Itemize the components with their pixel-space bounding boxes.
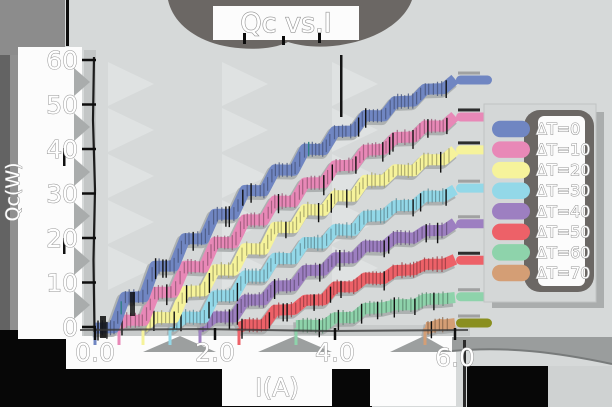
hatch-marks xyxy=(126,118,444,329)
x-tick-4: 4.0 xyxy=(315,338,355,367)
end-cap-pill xyxy=(456,255,492,265)
xlabel-plate xyxy=(222,366,332,406)
series-ΔT=60 xyxy=(293,288,492,345)
end-cap-bar xyxy=(458,108,480,112)
series-ΔT=20 xyxy=(136,141,492,345)
y-tick-0: 0 xyxy=(62,313,78,342)
x-tick-6: 6.0 xyxy=(435,343,475,372)
y-tick-60: 60 xyxy=(46,46,78,75)
start-tick xyxy=(168,328,172,345)
hatch-marks xyxy=(427,317,448,335)
end-cap-bar xyxy=(458,71,480,75)
end-cap-pill xyxy=(456,318,492,328)
end-cap-pill xyxy=(456,219,492,229)
yplate-chevrons xyxy=(74,68,90,319)
legend-label-dt60: ΔT=60 xyxy=(536,243,590,262)
hatch-marks-dark xyxy=(180,189,447,332)
legend-label-dt70: ΔT=70 xyxy=(536,264,590,283)
start-tick xyxy=(237,328,241,345)
x-tick-0: 0.0 xyxy=(75,338,115,367)
end-cap-pill xyxy=(456,292,492,302)
legend-label-dt30: ΔT=30 xyxy=(536,181,590,200)
end-cap-pill xyxy=(456,112,492,122)
hatch-marks-dark xyxy=(318,292,435,338)
legend: ΔT=0 ΔT=10 ΔT=20 ΔT=30 ΔT=40 ΔT=50 ΔT=60… xyxy=(483,103,604,308)
y-axis-label: Qc(W) xyxy=(2,162,24,221)
series-ΔT=50 xyxy=(233,251,492,345)
hatch-marks-accent xyxy=(120,141,310,315)
legend-label-dt0: ΔT=0 xyxy=(536,120,580,139)
legend-swatch xyxy=(492,264,530,282)
end-cap-bar xyxy=(458,215,480,219)
y-axis-spine xyxy=(91,56,97,333)
series-ΔT=30 xyxy=(165,179,492,345)
legend-label-dt10: ΔT=10 xyxy=(536,140,590,159)
y-tick-40: 40 xyxy=(46,135,78,164)
start-tick xyxy=(294,328,298,345)
chart-title: Qc vs.I xyxy=(240,8,331,39)
end-cap-pill xyxy=(456,75,492,85)
end-cap-bar xyxy=(458,288,480,292)
legend-swatches xyxy=(492,120,530,282)
legend-swatch xyxy=(492,141,530,158)
legend-swatch xyxy=(492,120,530,138)
xtick-plate-right xyxy=(370,348,456,406)
legend-swatch xyxy=(492,182,530,199)
artifact-smudge xyxy=(130,292,135,316)
series-ΔT=10 xyxy=(112,108,492,345)
y-axis-ticks xyxy=(82,58,96,329)
legend-swatch xyxy=(492,203,530,220)
legend-label-dt50: ΔT=50 xyxy=(536,222,590,241)
hatch-marks xyxy=(244,256,446,333)
legend-swatch xyxy=(492,244,530,261)
end-cap-bar xyxy=(458,141,480,145)
hatch-marks-dark xyxy=(228,222,439,330)
legend-swatch xyxy=(492,161,530,179)
axes xyxy=(79,56,469,340)
end-cap-bar xyxy=(458,251,480,255)
end-cap-bar xyxy=(458,314,480,318)
label-plates xyxy=(18,47,456,406)
title-plate xyxy=(213,6,359,40)
y-tick-10: 10 xyxy=(46,269,78,298)
legend-labels: ΔT=0 ΔT=10 ΔT=20 ΔT=30 ΔT=40 ΔT=50 ΔT=60… xyxy=(536,119,591,283)
legend-label-dt20: ΔT=20 xyxy=(536,161,590,180)
end-cap-pill xyxy=(456,145,492,155)
start-tick xyxy=(198,328,202,345)
x-axis-label: I(A) xyxy=(255,373,299,402)
start-tick xyxy=(117,328,121,345)
x-axis-spine xyxy=(79,327,469,333)
legend-text-strip xyxy=(538,116,585,286)
hatch-marks xyxy=(298,291,449,334)
hatch-marks-dark xyxy=(121,117,448,336)
x-axis-ticks xyxy=(93,328,457,340)
end-cap-bar xyxy=(458,179,480,183)
hatch-marks-dark xyxy=(153,151,442,331)
legend-label-dt40: ΔT=40 xyxy=(536,202,590,221)
tick-labels: 60 50 40 30 20 10 0 0.0 2.0 4.0 6.0 xyxy=(46,46,476,373)
title-group: Qc vs.I xyxy=(168,0,412,49)
artifact-smudge xyxy=(100,316,106,338)
y-tick-50: 50 xyxy=(46,91,78,120)
start-tick xyxy=(141,328,145,345)
end-cap-pill xyxy=(456,183,492,193)
y-tick-30: 30 xyxy=(46,180,78,209)
x-tick-2: 2.0 xyxy=(195,338,235,367)
start-tick xyxy=(423,328,427,345)
series-ΔT=40 xyxy=(195,215,492,345)
bottom-right-decor xyxy=(451,337,612,407)
ytick-plate xyxy=(18,47,82,339)
legend-swatch xyxy=(492,223,530,241)
y-tick-20: 20 xyxy=(46,224,78,253)
